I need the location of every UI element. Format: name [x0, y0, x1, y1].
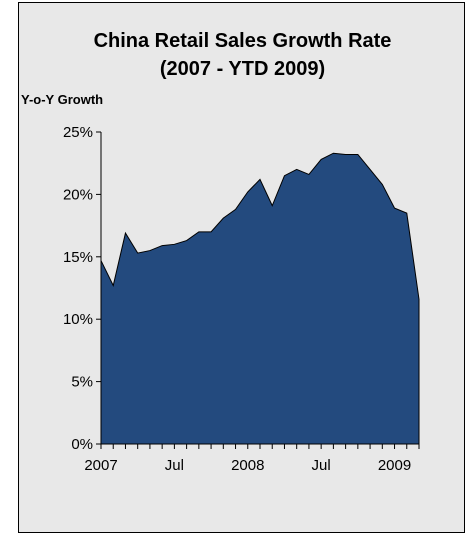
y-tick-label: 0%: [71, 436, 93, 453]
y-tick-label: 20%: [63, 186, 93, 203]
chart-title-line2: (2007 - YTD 2009): [159, 58, 326, 80]
y-tick-label: 5%: [71, 374, 93, 391]
x-tick-label: Jul: [312, 457, 331, 474]
x-tick-label: 2008: [231, 457, 264, 474]
y-tick-label: 25%: [63, 124, 93, 141]
chart-title: China Retail Sales Growth Rate (2007 - Y…: [19, 27, 466, 83]
area-series: [100, 152, 420, 445]
x-tick-label: 2007: [84, 457, 117, 474]
x-tick-label: 2009: [378, 457, 411, 474]
y-tick-label: 15%: [63, 249, 93, 266]
y-axis-label: Y-o-Y Growth: [21, 92, 104, 107]
x-tick-label: Jul: [165, 457, 184, 474]
y-tick-label: 10%: [63, 311, 93, 328]
chart-title-line1: China Retail Sales Growth Rate: [93, 30, 392, 52]
chart-frame: China Retail Sales Growth Rate (2007 - Y…: [18, 2, 465, 533]
chart-plot: 0% 5% 10% 15% 20% 25% 2007 Jul 2008 Jul 2009: [63, 124, 420, 474]
